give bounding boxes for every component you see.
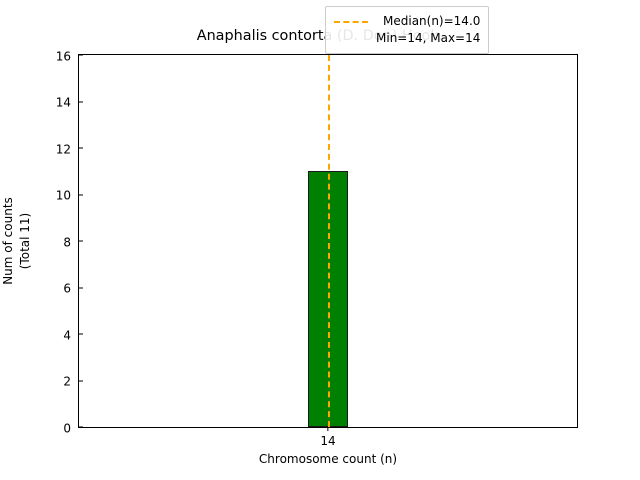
chart-title: Anaphalis contorta (D. Don) Hook. (196, 28, 444, 44)
y-axis-tick-label: 8 (63, 235, 71, 249)
plot-axes: 0 2 4 6 8 10 12 14 16 14 (56, 49, 578, 448)
y-axis-tick: 4 (63, 325, 83, 344)
y-axis-tick-label: 6 (63, 281, 71, 296)
y-axis-tick: 14 (55, 92, 83, 111)
chart-legend: Median(n)=14.0 Min=14, Max=14 (325, 6, 490, 54)
y-axis-label-wrapper: Num of counts (Total 11) (0, 54, 40, 428)
y-axis-tick-mark (79, 333, 83, 335)
y-axis-tick-mark (79, 54, 83, 56)
y-axis-tick: 2 (63, 371, 83, 390)
y-axis-tick-label: 10 (55, 188, 71, 203)
y-axis-tick-label: 14 (55, 95, 71, 110)
y-axis-tick-mark (79, 240, 83, 242)
plot-area (79, 55, 577, 427)
y-axis-tick-label: 4 (63, 328, 71, 342)
y-axis-tick: 16 (55, 46, 83, 65)
y-axis-label: Num of counts (Total 11) (1, 197, 32, 285)
y-axis-tick: 12 (55, 139, 83, 158)
x-axis-tick-label: 14 (320, 434, 336, 448)
y-axis-tick-label: 16 (55, 49, 71, 63)
bar (307, 171, 349, 427)
y-axis-tick-label: 12 (55, 142, 71, 156)
y-axis-tick: 8 (63, 232, 83, 251)
x-axis-label: Chromosome count (n) (258, 452, 398, 466)
median-vline (328, 55, 330, 427)
legend-median-label: Median(n)=14.0 Min=14, Max=14 (376, 14, 481, 45)
y-axis-tick-label: 2 (63, 374, 71, 389)
y-axis-tick-mark (79, 194, 83, 196)
legend-median-line-swatch (334, 21, 368, 23)
y-axis-tick-mark (79, 426, 83, 428)
y-axis-tick: 6 (63, 278, 83, 297)
x-axis-tick: 14 (320, 427, 336, 448)
y-axis-tick-label: 0 (63, 421, 71, 435)
y-axis-tick-mark (79, 101, 83, 103)
x-axis-tick-mark (327, 427, 329, 431)
y-axis-tick: 10 (55, 185, 83, 204)
y-axis-tick-mark (79, 380, 83, 382)
y-axis-tick-mark (79, 287, 83, 289)
y-axis-tick: 0 (63, 418, 83, 437)
y-axis-tick-mark (79, 147, 83, 149)
